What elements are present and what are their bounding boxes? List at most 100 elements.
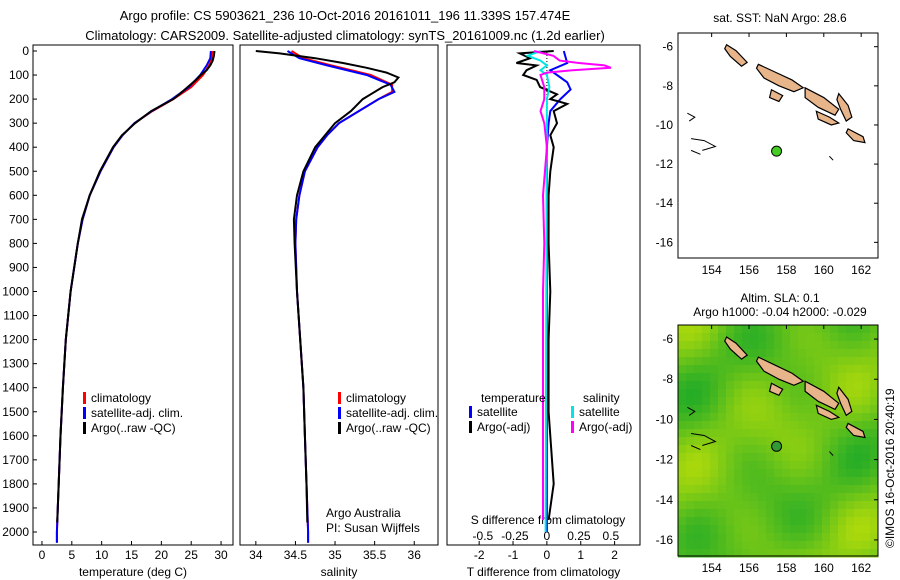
sla-field-cell <box>678 533 687 542</box>
sla-field-cell <box>694 437 703 446</box>
sla-field-cell <box>854 405 863 414</box>
sla-field-cell <box>750 341 759 350</box>
sla-field-cell <box>870 533 879 542</box>
sla-lat-tick-label: -14 <box>656 493 674 507</box>
sla-field-cell <box>686 413 695 422</box>
sla-field-cell <box>678 525 687 534</box>
sla-field-cell <box>782 333 791 342</box>
sla-field-cell <box>718 501 727 510</box>
annotation-argo-australia: Argo Australia <box>326 506 401 520</box>
sla-field-cell <box>806 517 815 526</box>
sla-field-cell <box>774 333 783 342</box>
sla-field-cell <box>806 429 815 438</box>
sla-field-cell <box>798 365 807 374</box>
sla-field-cell <box>774 405 783 414</box>
sla-field-cell <box>870 389 879 398</box>
sla-field-cell <box>734 421 743 430</box>
sla-field-cell <box>806 333 815 342</box>
sla-field-cell <box>782 437 791 446</box>
sla-field-cell <box>846 349 855 358</box>
sla-field-cell <box>678 349 687 358</box>
sla-field-cell <box>846 397 855 406</box>
sla-field-cell <box>718 389 727 398</box>
sla-field-cell <box>694 525 703 534</box>
sla-field-cell <box>686 421 695 430</box>
sla-field-cell <box>734 501 743 510</box>
sla-field-cell <box>814 325 823 334</box>
sla-field-cell <box>686 533 695 542</box>
sla-field-cell <box>822 325 831 334</box>
sla-field-cell <box>854 461 863 470</box>
salinity-legend-item: climatology <box>346 391 406 405</box>
sla-field-cell <box>854 333 863 342</box>
sla-field-cell <box>766 549 775 558</box>
sla-field-cell <box>774 477 783 486</box>
sla-field-cell <box>798 373 807 382</box>
sla-field-cell <box>710 397 719 406</box>
sla-field-cell <box>702 501 711 510</box>
sla-field-cell <box>870 445 879 454</box>
sla-field-cell <box>758 493 767 502</box>
sla-field-cell <box>726 357 735 366</box>
sla-field-cell <box>750 477 759 486</box>
sla-field-cell <box>774 549 783 558</box>
sla-field-cell <box>734 541 743 550</box>
sla-field-cell <box>854 525 863 534</box>
sla-field-cell <box>750 493 759 502</box>
sla-field-cell <box>686 477 695 486</box>
sla-field-cell <box>766 525 775 534</box>
sla-lon-tick-label: 160 <box>814 561 834 575</box>
sla-field-cell <box>798 397 807 406</box>
legend-s-satellite-swatch <box>571 406 574 418</box>
sla-field-cell <box>838 437 847 446</box>
sla-field-cell <box>734 389 743 398</box>
sla-field-cell <box>710 493 719 502</box>
sla-field-cell <box>822 485 831 494</box>
sla-field-cell <box>806 477 815 486</box>
sla-field-cell <box>782 501 791 510</box>
sla-field-cell <box>854 325 863 334</box>
sla-field-cell <box>814 549 823 558</box>
sla-field-cell <box>734 357 743 366</box>
sla-field-cell <box>710 549 719 558</box>
salinity-xtick-label: 34.5 <box>284 548 308 562</box>
temperature-series-argo-raw-qc- <box>56 50 216 523</box>
sla-field-cell <box>854 549 863 558</box>
sla-field-cell <box>838 453 847 462</box>
sla-field-cell <box>758 405 767 414</box>
sla-field-cell <box>790 437 799 446</box>
sla-field-cell <box>870 429 879 438</box>
sla-field-cell <box>774 525 783 534</box>
sla-field-cell <box>814 357 823 366</box>
sla-field-cell <box>798 469 807 478</box>
sla-field-cell <box>766 469 775 478</box>
sla-field-cell <box>870 413 879 422</box>
sla-field-cell <box>718 461 727 470</box>
difference-xtick-label: -2 <box>474 548 485 562</box>
sla-field-cell <box>782 469 791 478</box>
sla-field-cell <box>782 365 791 374</box>
sla-field-cell <box>758 325 767 334</box>
sla-field-cell <box>718 485 727 494</box>
sla-field-cell <box>838 365 847 374</box>
depth-tick-label: 200 <box>9 92 29 106</box>
sla-field-cell <box>766 405 775 414</box>
sla-field-cell <box>686 429 695 438</box>
sla-field-cell <box>814 413 823 422</box>
sla-field-cell <box>742 445 751 454</box>
sla-field-cell <box>806 437 815 446</box>
sla-field-cell <box>718 341 727 350</box>
difference-xlabel: T difference from climatology <box>467 565 621 579</box>
sst-lat-tick-label: -12 <box>656 157 674 171</box>
sla-field-cell <box>686 461 695 470</box>
sla-field-cell <box>694 365 703 374</box>
sla-field-cell <box>758 533 767 542</box>
sla-field-cell <box>678 485 687 494</box>
sla-field-cell <box>734 381 743 390</box>
sla-field-cell <box>678 381 687 390</box>
sla-field-cell <box>710 325 719 334</box>
sla-field-cell <box>734 397 743 406</box>
sla-field-cell <box>870 525 879 534</box>
sla-lat-tick-label: -6 <box>662 332 673 346</box>
sla-field-cell <box>750 541 759 550</box>
